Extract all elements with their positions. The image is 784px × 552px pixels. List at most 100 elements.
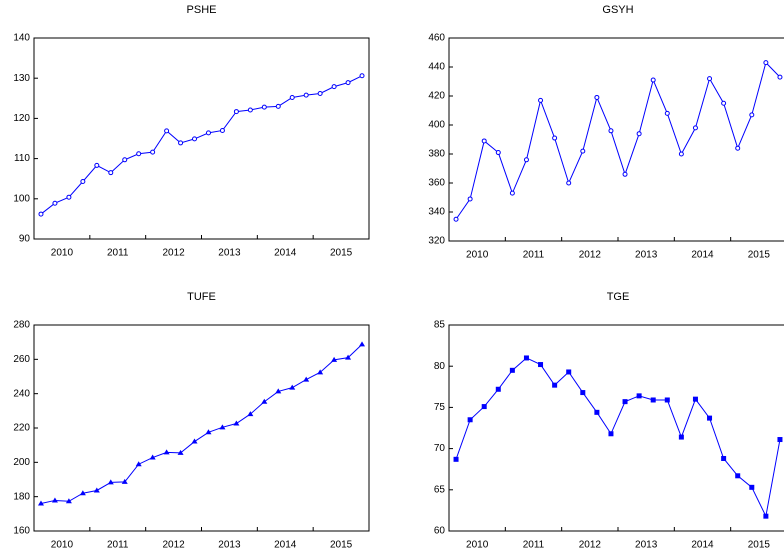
marker	[538, 97, 544, 103]
series-line	[40, 75, 363, 215]
marker	[636, 393, 642, 399]
x-tick-label: 2010	[51, 248, 74, 259]
marker	[289, 94, 295, 100]
y-tick-label: 420	[428, 91, 445, 102]
marker	[763, 60, 769, 66]
y-tick-label: 70	[434, 443, 446, 454]
marker	[93, 487, 100, 493]
y-tick-label: 380	[428, 149, 445, 160]
plot-frame	[448, 37, 784, 242]
x-tick-label: 2015	[748, 540, 771, 551]
marker	[80, 179, 86, 185]
x-tick-label: 2012	[162, 540, 185, 551]
marker	[453, 456, 459, 462]
series-line	[455, 357, 781, 518]
marker	[636, 131, 642, 137]
marker	[453, 216, 459, 222]
marker	[177, 449, 184, 455]
marker	[735, 473, 741, 479]
y-tick-label: 100	[13, 193, 30, 204]
y-tick-label: 220	[13, 423, 30, 434]
marker	[331, 84, 337, 90]
marker	[163, 449, 170, 455]
marker	[707, 415, 713, 421]
marker	[664, 110, 670, 116]
marker	[735, 145, 741, 151]
y-tick-label: 240	[13, 388, 30, 399]
marker	[594, 94, 600, 100]
y-tick-label: 80	[434, 361, 446, 372]
marker	[219, 424, 226, 430]
marker	[317, 369, 324, 375]
x-tick-label: 2011	[523, 540, 545, 551]
marker	[79, 490, 86, 496]
y-tick-label: 110	[14, 153, 30, 164]
marker	[205, 429, 212, 435]
marker	[192, 136, 198, 142]
y-tick-label: 65	[434, 484, 446, 495]
series-line	[455, 61, 781, 220]
marker	[359, 341, 366, 347]
x-tick-label: 2012	[162, 248, 185, 259]
marker	[707, 76, 713, 82]
marker	[566, 180, 572, 186]
marker	[261, 104, 267, 110]
marker	[622, 171, 628, 177]
x-tick-label: 2011	[107, 540, 129, 551]
marker	[303, 92, 309, 98]
marker	[275, 103, 281, 109]
chart-title: PSHE	[187, 4, 217, 16]
marker	[763, 513, 769, 519]
marker	[66, 194, 72, 200]
marker	[566, 369, 572, 375]
y-tick-label: 360	[428, 178, 445, 189]
marker	[749, 484, 755, 490]
x-tick-label: 2011	[523, 250, 545, 261]
x-tick-label: 2013	[218, 540, 241, 551]
marker	[650, 77, 656, 83]
marker	[678, 434, 684, 440]
plot-frame	[33, 37, 370, 240]
x-tick-label: 2010	[466, 540, 489, 551]
marker	[219, 127, 225, 133]
y-tick-label: 180	[13, 491, 30, 502]
marker	[509, 190, 515, 196]
marker	[150, 149, 156, 155]
marker	[608, 128, 614, 134]
x-tick-label: 2012	[579, 540, 602, 551]
marker	[317, 90, 323, 96]
marker	[467, 417, 473, 423]
marker	[552, 382, 558, 388]
marker	[164, 128, 170, 134]
x-tick-label: 2013	[635, 250, 658, 261]
x-tick-label: 2015	[330, 248, 353, 259]
marker	[149, 454, 156, 460]
marker	[247, 411, 254, 417]
marker	[777, 74, 783, 80]
marker	[135, 461, 142, 467]
marker	[580, 390, 586, 396]
x-tick-label: 2012	[579, 250, 602, 261]
series-line	[40, 344, 363, 505]
x-tick-label: 2014	[691, 250, 714, 261]
plot-frame	[448, 324, 784, 532]
marker	[481, 138, 487, 144]
y-tick-label: 90	[19, 234, 31, 245]
marker	[664, 397, 670, 403]
marker	[359, 73, 365, 79]
y-tick-label: 320	[428, 236, 445, 247]
x-tick-label: 2014	[274, 540, 297, 551]
marker	[37, 500, 44, 506]
marker	[495, 386, 501, 392]
y-tick-label: 130	[13, 73, 30, 84]
x-tick-label: 2013	[635, 540, 658, 551]
y-tick-label: 140	[13, 33, 30, 44]
y-tick-label: 85	[434, 320, 446, 331]
marker	[523, 355, 529, 361]
y-tick-label: 440	[428, 62, 445, 73]
marker	[38, 211, 44, 217]
chart-title: TGE	[607, 291, 630, 303]
marker	[205, 130, 211, 136]
marker	[51, 497, 58, 503]
x-tick-label: 2015	[330, 540, 353, 551]
